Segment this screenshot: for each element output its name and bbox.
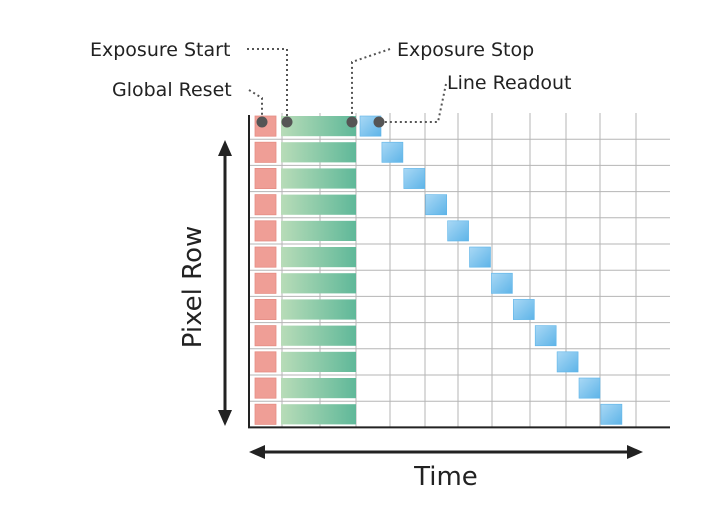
exposure-bar — [281, 116, 356, 137]
callout-leaders — [247, 48, 447, 123]
pixel-row-axis-arrow — [218, 140, 232, 426]
pixel-row — [254, 298, 535, 320]
global-reset-block — [254, 351, 277, 373]
global-reset-block — [254, 298, 277, 320]
line-readout-block — [534, 325, 557, 347]
exposure-start-leader — [247, 48, 288, 122]
line-readout-block — [512, 299, 535, 320]
exposure-stop-leader — [351, 48, 391, 122]
exposure-bar — [281, 273, 356, 294]
exposure-bar — [281, 351, 356, 372]
pixel-row — [254, 272, 513, 294]
exposure-start-label: Exposure Start — [90, 39, 230, 61]
global-reset-block — [254, 167, 277, 189]
pixel-row — [254, 141, 404, 163]
global-reset-block — [254, 272, 277, 294]
pixel-row — [254, 351, 579, 373]
line-readout-leader — [379, 83, 447, 123]
callout-markers — [256, 116, 385, 128]
line-readout-block — [469, 246, 491, 268]
global-reset-block — [254, 141, 277, 163]
pixel-row — [254, 403, 623, 425]
exposure-stop-label: Exposure Stop — [397, 39, 534, 61]
exposure-bar — [281, 220, 356, 241]
pixel-row — [254, 246, 491, 268]
exposure-bar — [281, 142, 356, 163]
global-reset-block — [254, 220, 277, 242]
pixel-row — [254, 194, 448, 216]
global-reset-leader — [248, 89, 263, 122]
pixel-row — [254, 167, 426, 189]
line-readout-block — [403, 168, 426, 189]
line-readout-marker — [373, 116, 385, 128]
line-readout-label: Line Readout — [447, 72, 572, 94]
exposure-start-marker — [281, 116, 293, 128]
exposure-bar — [281, 325, 356, 346]
line-readout-block — [381, 141, 404, 163]
exposure-bar — [281, 378, 356, 399]
line-readout-block — [578, 377, 601, 399]
exposure-bar — [281, 194, 356, 215]
pixel-row — [254, 325, 557, 347]
pixel-rows — [254, 115, 623, 425]
exposure-bar — [281, 299, 356, 320]
exposure-bar — [281, 404, 356, 425]
global-reset-label: Global Reset — [112, 79, 232, 101]
global-reset-block — [254, 377, 277, 399]
line-readout-block — [447, 220, 469, 242]
exposure-bar — [281, 247, 356, 268]
timing-grid — [248, 113, 670, 429]
pixel-row — [254, 220, 469, 242]
pixel-row-axis-title: Pixel Row — [178, 226, 208, 348]
time-axis-arrow — [249, 445, 643, 459]
exposure-stop-marker — [346, 116, 358, 128]
global-reset-block — [254, 325, 277, 347]
time-axis-title: Time — [413, 462, 478, 492]
pixel-row — [254, 377, 601, 399]
line-readout-block — [600, 403, 623, 425]
line-readout-block — [491, 272, 513, 294]
line-readout-block — [556, 351, 579, 373]
global-reset-marker — [256, 116, 268, 128]
global-reset-block — [254, 403, 277, 425]
exposure-bar — [281, 168, 356, 189]
line-readout-block — [425, 194, 448, 216]
pixel-row — [254, 115, 382, 137]
global-reset-block — [254, 194, 277, 216]
global-reset-block — [254, 246, 277, 268]
